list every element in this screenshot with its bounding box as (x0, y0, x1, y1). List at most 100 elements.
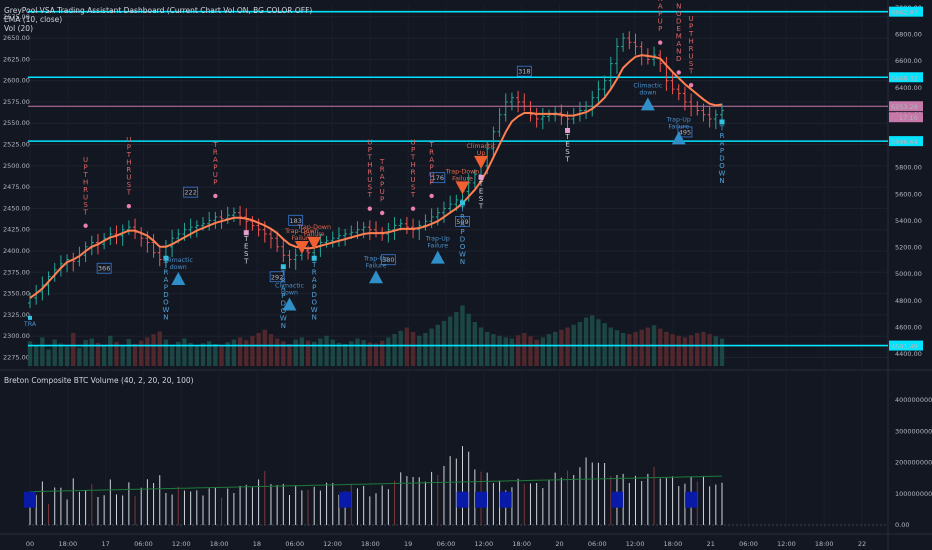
volume-bar (577, 322, 583, 366)
right-axis-tick: 4600.00 (895, 323, 922, 331)
signal-marker (478, 174, 484, 180)
ema-legend: EMA (10, close) (4, 15, 63, 24)
breton-blue-block (685, 491, 698, 508)
signal-triangle (671, 131, 686, 145)
volume-bar (256, 333, 261, 366)
time-axis-tick: 21 (707, 540, 715, 548)
volume-bar (460, 305, 465, 366)
volume-bar (478, 327, 484, 366)
volume-bar (52, 339, 57, 366)
annotation-text: Climactic (633, 82, 663, 89)
price-time-tag (889, 112, 923, 123)
volume-bar (324, 335, 329, 366)
time-axis-tick: 17 (101, 540, 109, 548)
time-axis-tick: 22 (858, 540, 866, 548)
volume-bar (546, 334, 552, 366)
lower-axis-tick: 400000000.00 (895, 396, 932, 404)
volume-bar (454, 312, 459, 366)
volume-bar (386, 337, 391, 366)
volume-bar (559, 329, 564, 366)
volume-bar (404, 327, 410, 366)
volume-bar (627, 334, 632, 366)
left-axis-tick: 2425.00 (3, 226, 30, 234)
volume-bar (83, 340, 88, 366)
volume-bar (565, 327, 570, 366)
number-box-text: 509 (456, 218, 468, 226)
volume-bar (590, 315, 595, 366)
signal-marker (410, 206, 416, 211)
signal-marker (126, 203, 132, 209)
volume-bar (336, 342, 342, 366)
signal-marker (429, 193, 434, 199)
volume-bar (701, 331, 706, 366)
annotation-text: down (281, 290, 298, 297)
volume-bar (194, 345, 200, 366)
breton-blue-block (24, 491, 36, 508)
signal-marker (676, 70, 681, 75)
volume-bar (540, 337, 546, 366)
left-axis-tick: 2350.00 (3, 290, 30, 298)
volume-bar (349, 341, 354, 366)
annotation-text: Climactic (275, 283, 305, 290)
left-axis-tick: 2575.00 (3, 98, 30, 106)
volume-bar (658, 328, 663, 366)
number-box-text: 495 (679, 128, 691, 136)
left-axis-tick: 2375.00 (3, 268, 30, 276)
volume-bar (602, 323, 607, 366)
volume-bar (281, 341, 286, 366)
signal-triangle (640, 97, 655, 111)
volume-bar (429, 328, 434, 366)
annotation-text: down (170, 264, 187, 271)
volume-bar (132, 344, 138, 366)
volume-bar (95, 342, 101, 366)
signal-marker (243, 230, 249, 236)
volume-bar (176, 341, 181, 366)
volume-bar (40, 337, 45, 366)
number-box-text: 318 (518, 68, 530, 76)
number-box-text: 183 (289, 217, 301, 225)
price-time-tag-text: 17:10 (899, 114, 918, 122)
volume-bar (583, 317, 589, 366)
level-tag (889, 72, 923, 83)
time-axis-tick: 18:00 (664, 540, 683, 548)
volume-bar (163, 339, 169, 366)
time-axis-tick: 06:00 (134, 540, 153, 548)
annotation-text: Trap-Down (284, 228, 318, 235)
volume-bar (552, 331, 558, 366)
volume-bar (77, 347, 82, 366)
level-tag (889, 6, 923, 17)
annotation-text: down (639, 89, 656, 96)
volume-bar (200, 343, 206, 366)
annotation-text: Failure (452, 175, 473, 182)
time-axis-tick: 18:00 (58, 540, 77, 548)
volume-bar (373, 343, 379, 366)
annotation-text: Failure (668, 123, 689, 130)
volume-bar (268, 334, 274, 366)
volume-bar (614, 330, 620, 366)
volume-bar (219, 346, 224, 366)
volume-bar (330, 339, 335, 366)
right-axis-tick: 6400.00 (895, 84, 922, 92)
signal-marker (460, 200, 465, 206)
volume-bar (293, 339, 298, 366)
volume-bar (182, 338, 187, 366)
breton-blue-block (499, 491, 512, 508)
time-axis-tick: 12:00 (777, 540, 796, 548)
lower-axis-tick: 100000000.00 (895, 490, 932, 498)
volume-bar (466, 313, 471, 366)
volume-bar (417, 335, 422, 366)
number-box-text: 292 (271, 273, 283, 281)
volume-bar (608, 327, 613, 366)
volume-bar (497, 335, 502, 366)
volume-bar (713, 336, 719, 366)
left-axis-tick: 2300.00 (3, 332, 30, 340)
volume-bar (237, 337, 243, 366)
